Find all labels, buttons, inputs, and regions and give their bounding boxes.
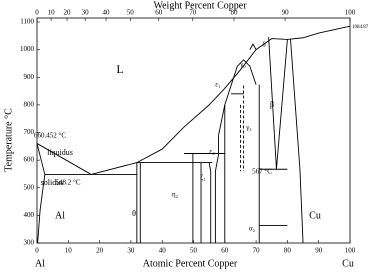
annotation: Cu <box>309 210 321 221</box>
x-tick-label: 70 <box>253 247 261 255</box>
annotation: δ <box>262 41 266 49</box>
annotation: 1084.87 <box>352 25 369 30</box>
x2-tick-label: 30 <box>82 9 90 17</box>
x2-tick-label: 60 <box>155 9 163 17</box>
annotation: 660.452 °C <box>34 132 66 140</box>
annotation: L <box>116 62 123 76</box>
annotation: 567 °C <box>252 168 272 176</box>
x2-tick-label: 70 <box>189 9 197 17</box>
phase-boundary <box>290 39 304 244</box>
phase-boundary <box>36 143 92 175</box>
y-tick-label: 800 <box>24 100 35 108</box>
annotation: ε₁ <box>215 81 220 89</box>
x-tick-label: 100 <box>345 247 356 255</box>
x-tick-label: 40 <box>159 247 167 255</box>
x-end-label: Cu <box>342 258 354 269</box>
annotation: η₂ <box>172 191 179 199</box>
x2-tick-label: 80 <box>230 9 238 17</box>
y-tick-label: 300 <box>24 239 35 247</box>
x-tick-label: 30 <box>127 247 135 255</box>
y-tick-label: 900 <box>24 73 35 81</box>
phase-boundary <box>37 174 46 244</box>
x-tick-label: 80 <box>284 247 292 255</box>
y-axis-label: Temperature °C <box>3 108 14 172</box>
phase-boundary <box>214 135 219 243</box>
x-axis-label: Atomic Percent Copper <box>143 258 238 269</box>
x-tick-label: 60 <box>221 247 229 255</box>
y-tick-label: 500 <box>24 183 35 191</box>
annotation: Al <box>55 210 65 221</box>
phase-boundary <box>36 143 46 175</box>
x2-tick-label: 40 <box>103 9 111 17</box>
y-tick-label: 1000 <box>20 45 35 53</box>
annotation: 548.2 °C <box>56 179 81 187</box>
x2-tick-label: 90 <box>282 9 290 17</box>
annotation: θ <box>132 209 136 218</box>
annotation: ζ₁ <box>200 174 205 182</box>
phase-boundary <box>218 59 257 136</box>
x-tick-label: 20 <box>96 247 104 255</box>
x2-tick-label: 50 <box>127 9 135 17</box>
plot-frame <box>36 17 351 244</box>
annotation: α₂ <box>249 225 256 233</box>
chart-title: Weight Percent Copper <box>153 0 247 11</box>
annotation: β <box>270 100 274 109</box>
annotation: γ₀ <box>239 61 246 69</box>
phase-boundary <box>249 43 257 50</box>
phase-boundary <box>91 25 351 175</box>
x-tick-label: 90 <box>315 247 323 255</box>
x2-tick-label: 0 <box>35 9 39 17</box>
y-tick-label: 600 <box>24 156 35 164</box>
annotation: γ₁ <box>245 124 252 132</box>
x2-tick-label: 10 <box>48 9 56 17</box>
x-tick-label: 10 <box>65 247 73 255</box>
x-tick-label: 50 <box>190 247 198 255</box>
x2-tick-label: 100 <box>345 9 356 17</box>
y-tick-label: 1100 <box>20 18 34 26</box>
y-tick-label: 400 <box>24 211 35 219</box>
x-end-label: Al <box>35 258 45 269</box>
annotation: ε₂ <box>209 148 215 156</box>
annotation: liquidus <box>47 148 73 157</box>
x2-tick-label: 20 <box>64 9 72 17</box>
y-tick-label: 700 <box>24 128 35 136</box>
annotation: solidus <box>41 178 64 187</box>
phase-boundary <box>208 162 212 243</box>
x-tick-label: 0 <box>35 247 39 255</box>
